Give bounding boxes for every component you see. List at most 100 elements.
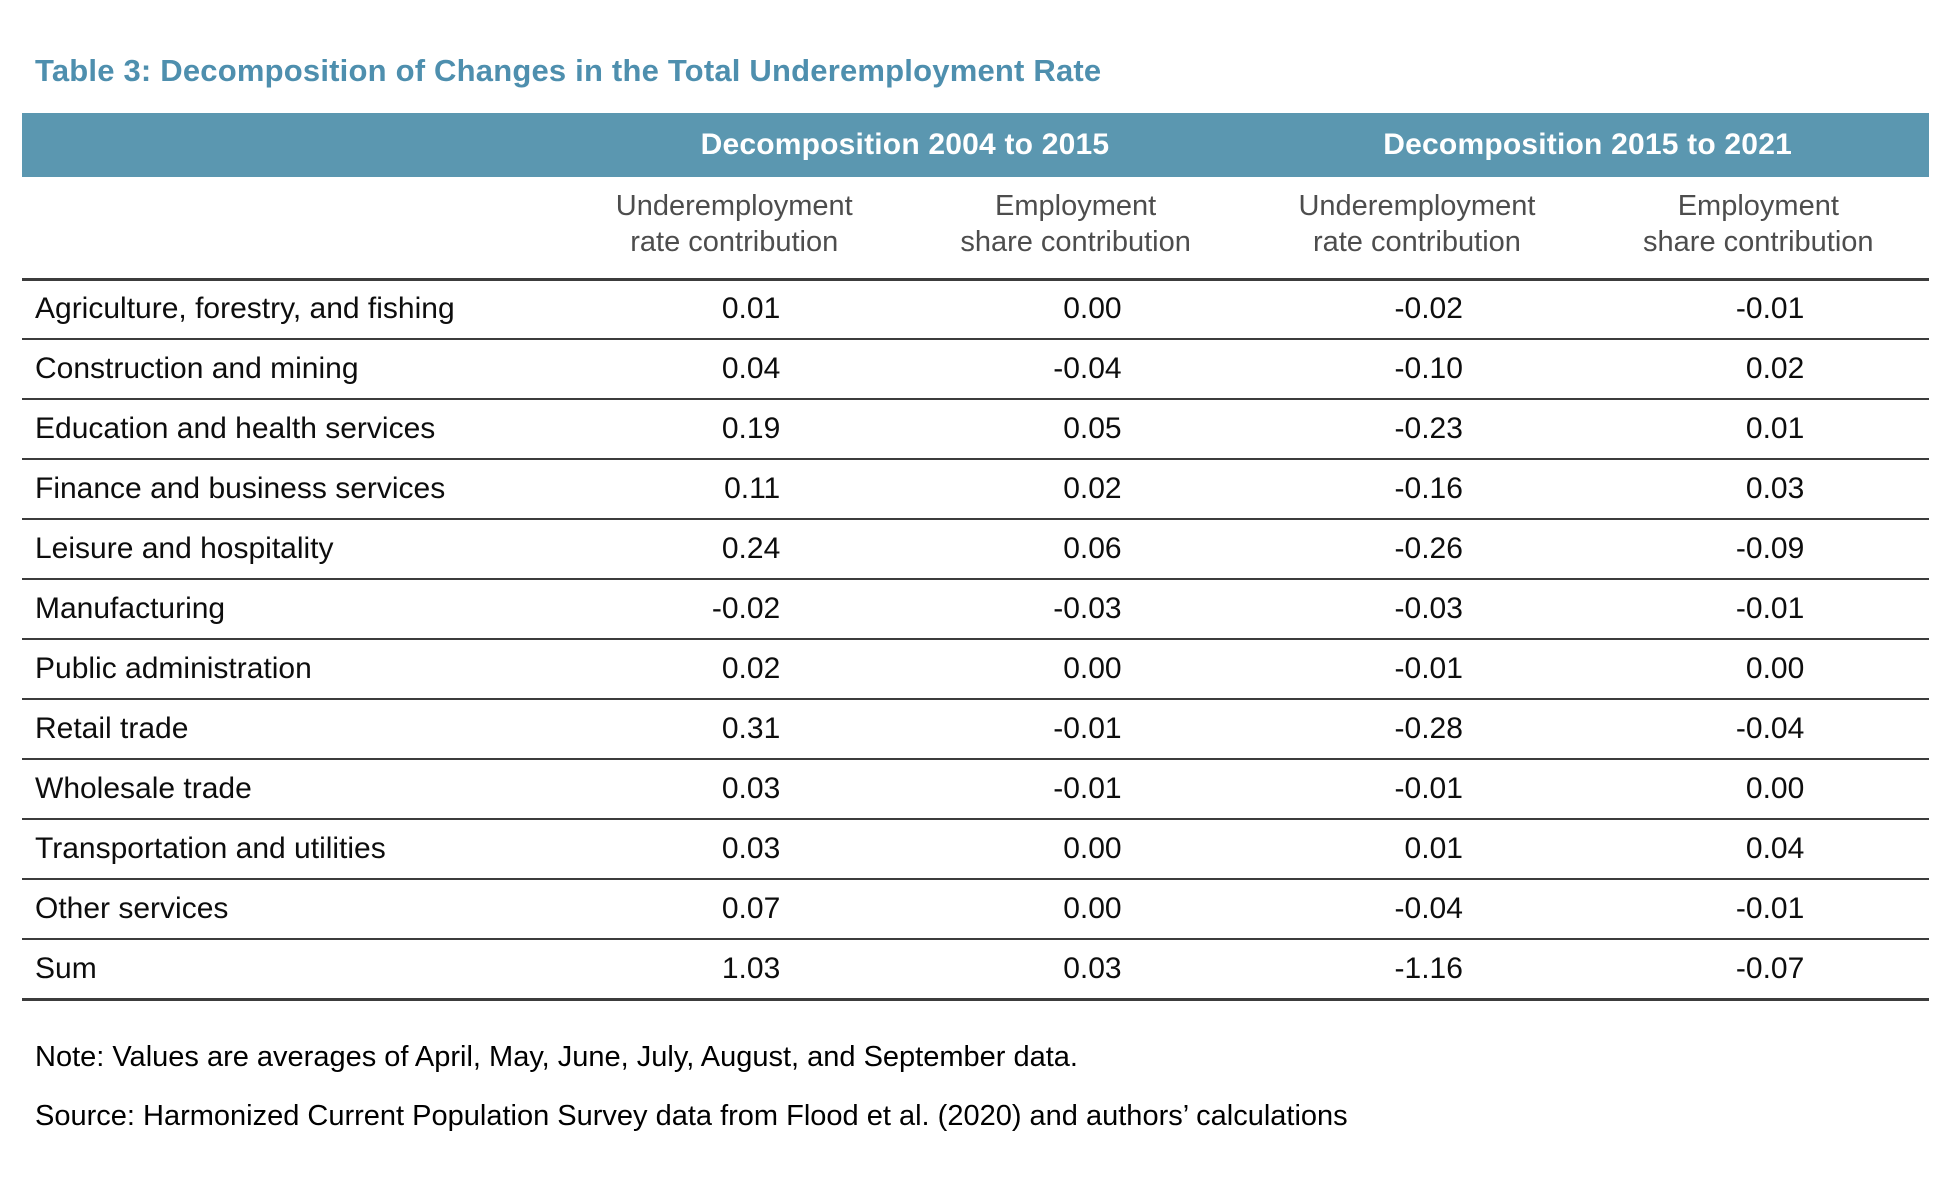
row-label: Leisure and hospitality	[22, 519, 564, 580]
value-cell: 0.04	[1587, 819, 1929, 880]
value-number: -0.16	[1394, 472, 1463, 505]
value-number: 0.02	[1063, 472, 1122, 505]
value-cell: 0.00	[1587, 639, 1929, 700]
value-number: 0.04	[1745, 832, 1805, 865]
group-header-spacer	[22, 113, 564, 177]
row-label: Other services	[22, 879, 564, 940]
value-cell: 0.19	[563, 399, 905, 460]
row-label: Transportation and utilities	[22, 819, 564, 880]
value-number: 0.31	[721, 712, 781, 745]
table-row: Education and health services 0.19 0.05 -0.…	[22, 399, 1929, 460]
value-number: -0.23	[1394, 412, 1463, 445]
column-header-employment-share-2: Employment share contribution	[1587, 177, 1929, 281]
value-number: 0.04	[721, 352, 781, 385]
value-cell: -0.01	[1587, 579, 1929, 640]
value-number: 0.00	[1063, 652, 1122, 685]
value-number: -0.01	[1053, 712, 1122, 745]
table-row: Sum 1.03 0.03 -1.16 -0.07	[22, 939, 1929, 1001]
value-cell: -0.28	[1246, 699, 1588, 760]
source-text: Source: Harmonized Current Population Su…	[35, 1099, 1348, 1132]
value-number: 0.00	[1745, 772, 1805, 805]
row-label: Finance and business services	[22, 459, 564, 520]
value-number: -0.10	[1394, 352, 1463, 385]
value-cell: 0.01	[1246, 819, 1588, 880]
value-cell: 0.01	[563, 279, 905, 340]
value-number: 1.03	[721, 951, 781, 985]
value-cell: -0.04	[1246, 879, 1588, 940]
value-cell: -0.09	[1587, 519, 1929, 580]
table-body: Agriculture, forestry, and fishing 0.01 0.…	[22, 279, 1929, 1001]
value-number: -0.02	[1394, 292, 1463, 326]
value-cell: 0.03	[1587, 459, 1929, 520]
table-row: Public administration 0.02 0.00 -0.01 0.00	[22, 639, 1929, 700]
table-row: Wholesale trade 0.03 -0.01 -0.01 0.00	[22, 759, 1929, 820]
value-cell: 0.00	[904, 879, 1247, 940]
value-number: 0.03	[721, 772, 781, 805]
value-number: -0.03	[1053, 592, 1122, 625]
value-cell: -0.02	[1246, 279, 1588, 340]
table-row: Construction and mining 0.04 -0.04 -0.10 0.0…	[22, 339, 1929, 400]
row-label: Public administration	[22, 639, 564, 700]
value-cell: -0.23	[1246, 399, 1588, 460]
row-label: Wholesale trade	[22, 759, 564, 820]
value-cell: -1.16	[1246, 939, 1588, 1001]
value-number: -0.04	[1053, 352, 1122, 385]
value-cell: 0.00	[904, 279, 1247, 340]
note-text: Note: Values are averages of April, May,…	[35, 1040, 1078, 1073]
value-number: -0.09	[1735, 532, 1805, 565]
table-row: Manufacturing -0.02 -0.03 -0.03 -0.01	[22, 579, 1929, 640]
table-row: Agriculture, forestry, and fishing 0.01 0.…	[22, 279, 1929, 340]
value-number: -0.01	[1735, 892, 1805, 925]
value-cell: -0.03	[904, 579, 1247, 640]
table-title: Table 3: Decomposition of Changes in the…	[35, 53, 1102, 88]
row-label: Retail trade	[22, 699, 564, 760]
column-header-spacer	[22, 177, 564, 281]
row-label: Construction and mining	[22, 339, 564, 400]
value-number: 0.00	[1063, 832, 1122, 865]
column-header-underemployment-rate-1: Underemployment rate contribution	[563, 177, 905, 281]
page: Table 3: Decomposition of Changes in the…	[22, 53, 1929, 1133]
value-cell: -0.01	[1587, 879, 1929, 940]
value-cell: 0.00	[904, 819, 1247, 880]
value-cell: 0.24	[563, 519, 905, 580]
table-row: Retail trade 0.31 -0.01 -0.28 -0.04	[22, 699, 1929, 760]
value-cell: -0.10	[1246, 339, 1588, 400]
value-number: 0.07	[721, 892, 781, 925]
value-cell: 0.00	[1587, 759, 1929, 820]
value-cell: 0.07	[563, 879, 905, 940]
value-cell: 0.06	[904, 519, 1247, 580]
value-number: 0.02	[1745, 352, 1805, 385]
value-cell: -0.02	[563, 579, 905, 640]
value-number: 0.02	[721, 652, 781, 685]
group-header-row: Decomposition 2004 to 2015 Decomposition…	[22, 113, 1929, 177]
value-cell: 0.02	[563, 639, 905, 700]
value-cell: 0.31	[563, 699, 905, 760]
value-cell: -0.01	[1246, 639, 1588, 700]
value-number: -1.16	[1394, 951, 1463, 985]
value-number: -0.04	[1394, 892, 1463, 925]
value-cell: -0.16	[1246, 459, 1588, 520]
value-number: -0.01	[1394, 772, 1463, 805]
value-cell: -0.01	[1587, 279, 1929, 340]
table-row: Transportation and utilities 0.03 0.00 0.01…	[22, 819, 1929, 880]
value-cell: 0.00	[904, 639, 1247, 700]
value-cell: -0.01	[1246, 759, 1588, 820]
value-number: 0.03	[721, 832, 781, 865]
footer-notes: Note: Values are averages of April, May,…	[35, 1041, 1929, 1133]
value-number: 0.00	[1063, 892, 1122, 925]
column-header-underemployment-rate-2: Underemployment rate contribution	[1246, 177, 1588, 281]
value-cell: 0.11	[563, 459, 905, 520]
value-number: -0.28	[1394, 712, 1463, 745]
value-number: 0.19	[721, 412, 781, 445]
table-row: Other services 0.07 0.00 -0.04 -0.01	[22, 879, 1929, 940]
value-cell: 0.03	[904, 939, 1247, 1001]
value-number: 0.00	[1063, 292, 1122, 326]
value-number: -0.01	[1735, 292, 1805, 326]
group-header-2015-2021: Decomposition 2015 to 2021	[1246, 113, 1929, 177]
table-row: Leisure and hospitality 0.24 0.06 -0.26 -0.0…	[22, 519, 1929, 580]
value-number: 0.01	[1745, 412, 1805, 445]
value-number: -0.07	[1735, 951, 1805, 985]
value-cell: 0.02	[1587, 339, 1929, 400]
value-number: 0.03	[1063, 951, 1122, 985]
value-cell: -0.07	[1587, 939, 1929, 1001]
